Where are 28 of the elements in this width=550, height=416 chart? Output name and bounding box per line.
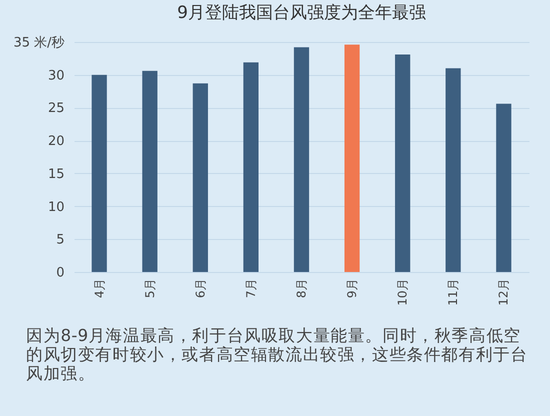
bar	[243, 62, 259, 272]
bar	[192, 83, 208, 272]
y-tick-label: 20	[48, 134, 64, 150]
bar	[142, 70, 158, 272]
y-tick-label: 10	[48, 200, 64, 215]
bar	[92, 74, 107, 272]
x-tick-label: 11月	[446, 278, 460, 306]
bar	[496, 104, 512, 272]
y-tick-label: 30	[48, 68, 64, 84]
y-tick-label: 0	[56, 266, 64, 280]
y-tick-label: 5	[56, 232, 64, 248]
y-tick-label: 15	[48, 166, 64, 182]
bar	[395, 54, 410, 272]
bar	[294, 47, 310, 272]
bar	[446, 68, 461, 272]
x-tick-label: 8月	[294, 278, 308, 298]
bar	[344, 44, 360, 272]
x-tick-label: 9月	[345, 278, 360, 298]
x-tick-label: 6月	[193, 278, 208, 298]
x-tick-label: 10月	[396, 278, 410, 306]
chart-title: 9月登陆我国台风强度为全年最强	[177, 3, 426, 23]
x-tick-label: 4月	[92, 278, 106, 298]
x-tick-label: 5月	[142, 278, 157, 298]
y-tick-label: 25	[48, 101, 64, 116]
y-tick-label: 35 米/秒	[13, 36, 64, 50]
x-tick-label: 7月	[244, 278, 258, 298]
x-tick-label: 12月	[496, 278, 511, 306]
text: 因为8-9月海温最高，利于台风吸取大量能量。同时，秋季高低空的风切变有时较小，或者高空辐散流出较强，这些条件都有利于台风加强。	[26, 326, 529, 383]
